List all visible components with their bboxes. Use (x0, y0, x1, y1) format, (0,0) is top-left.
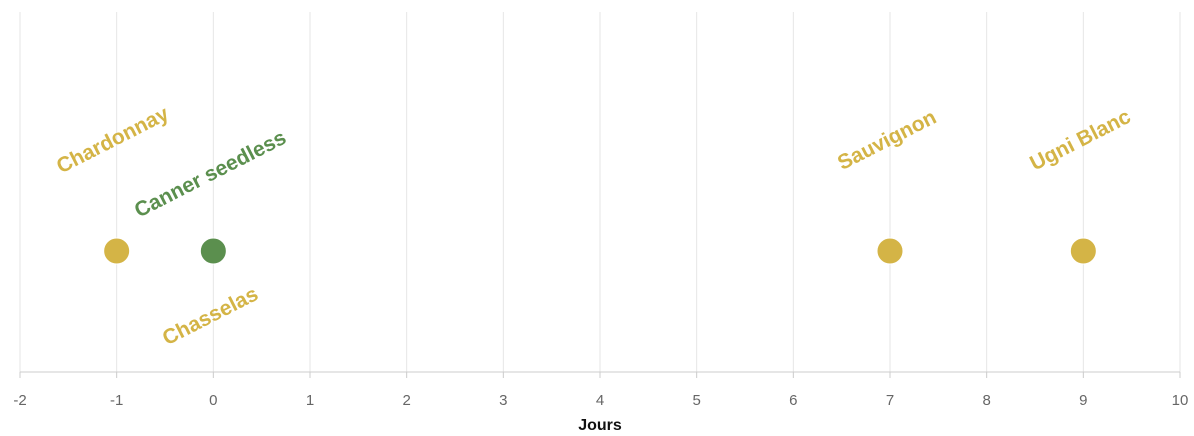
data-label: Chasselas (159, 282, 262, 350)
x-tick-label: 6 (789, 392, 797, 409)
data-point (103, 237, 131, 265)
data-label: Sauvignon (834, 106, 940, 175)
x-axis-title: Jours (578, 417, 622, 434)
x-tick-label: 4 (596, 392, 604, 409)
x-tick-label: 5 (692, 392, 700, 409)
x-axis-ticks: -2 -1 0 1 2 3 4 5 6 7 8 9 10 (13, 372, 1188, 409)
data-point (199, 237, 227, 265)
data-label: Ugni Blanc (1026, 105, 1134, 175)
x-tick-label: 3 (499, 392, 507, 409)
data-label: Canner seedless (131, 126, 290, 222)
data-points (103, 237, 1097, 265)
grid-lines (19, 12, 1181, 372)
x-tick-label: 2 (402, 392, 410, 409)
x-tick-label: 7 (886, 392, 894, 409)
x-tick-label: 1 (306, 392, 314, 409)
data-point (1069, 237, 1097, 265)
data-label: Chardonnay (53, 102, 173, 178)
x-tick-label: 9 (1079, 392, 1087, 409)
x-tick-label: -2 (13, 392, 26, 409)
x-tick-label: 8 (982, 392, 990, 409)
x-tick-label: 0 (209, 392, 217, 409)
x-tick-label: -1 (110, 392, 123, 409)
data-point (876, 237, 904, 265)
x-tick-label: 10 (1172, 392, 1189, 409)
